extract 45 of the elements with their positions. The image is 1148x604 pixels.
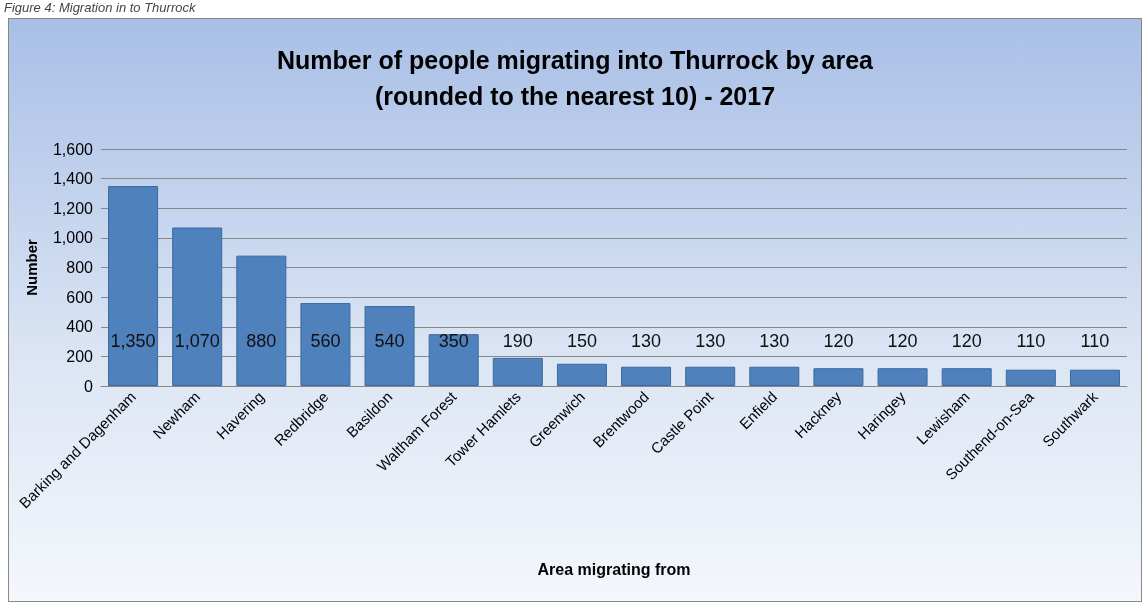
- bar: [172, 227, 223, 386]
- bar: [556, 363, 607, 386]
- bar: [685, 366, 736, 386]
- data-label: 110: [1016, 331, 1046, 351]
- data-label: 150: [566, 331, 597, 351]
- data-label: 1,350: [110, 331, 156, 351]
- y-axis-title: Number: [23, 239, 40, 296]
- bar: [749, 366, 800, 386]
- data-label: 880: [246, 331, 277, 351]
- data-label: 560: [310, 331, 341, 351]
- bar: [1069, 369, 1120, 386]
- y-tick-label: 1,600: [52, 140, 94, 158]
- data-label: 130: [695, 331, 726, 351]
- data-label: 1,070: [174, 331, 220, 351]
- bar: [492, 357, 543, 386]
- data-label: 120: [823, 331, 854, 351]
- bar: [108, 186, 159, 386]
- bar: [941, 368, 992, 386]
- y-tick-label: 200: [66, 347, 94, 365]
- data-label: 130: [631, 331, 662, 351]
- data-label: 120: [951, 331, 982, 351]
- x-axis-title: Area migrating from: [537, 560, 691, 578]
- data-label: 110: [1080, 331, 1110, 351]
- chart-title: Number of people migrating into Thurrock by area (rounded to the nearest 10) - 2017: [277, 46, 875, 110]
- y-tick-label: 1,200: [52, 199, 94, 217]
- data-label: 130: [759, 331, 790, 351]
- bar: [1005, 369, 1056, 386]
- y-tick-label: 800: [66, 259, 94, 276]
- data-label: 120: [887, 331, 918, 351]
- y-tick-label: 1,000: [52, 229, 94, 247]
- bar: [813, 368, 864, 386]
- bar: [877, 368, 928, 386]
- data-label: 190: [502, 331, 533, 351]
- bar: [236, 255, 287, 386]
- y-tick-label: 600: [66, 288, 94, 306]
- y-tick-label: 0: [84, 377, 94, 395]
- bar: [428, 334, 479, 386]
- y-tick-label: 1,400: [52, 170, 94, 188]
- data-label: 540: [374, 331, 405, 351]
- data-label: 350: [438, 331, 469, 351]
- y-tick-label: 400: [66, 318, 94, 336]
- bar: [621, 366, 672, 386]
- bar: [300, 303, 351, 386]
- bar: [364, 306, 415, 386]
- caption: Figure 4: Migration in to Thurrock: [4, 0, 196, 15]
